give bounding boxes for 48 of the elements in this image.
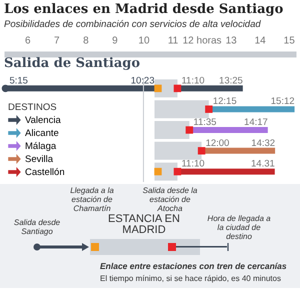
legend-label: Castellón [25, 167, 65, 178]
text: Salida desde la estación de Atocha [142, 186, 198, 213]
annotation: 14:17 [244, 117, 268, 128]
annotation: 15:12 [270, 96, 295, 108]
point [154, 168, 162, 176]
annotation: 13:25 [219, 75, 243, 86]
x-tick-label: 9 [112, 36, 118, 46]
point [186, 126, 194, 134]
point [154, 84, 162, 92]
x-tick-label: 15 [284, 36, 296, 46]
annotation: 12:00 [206, 138, 230, 149]
text: Salida de Santiago [4, 56, 140, 71]
text: Hora de llegada a la ciudad de destino [206, 214, 272, 241]
bar [154, 142, 202, 160]
text: Salida desde Santiago [12, 218, 62, 236]
point [198, 147, 206, 155]
legend-label: Sevilla [25, 154, 54, 165]
annotation: 12:15 [212, 96, 237, 108]
text: Enlace entre estaciones con tren de cercanías [100, 261, 288, 271]
bar [154, 121, 190, 139]
x-tick-label: 12 horas [182, 36, 222, 46]
annotation: 10:23 [130, 75, 155, 86]
text: El tiempo mínimo, si se hace rápido, es 40 minutos [100, 274, 282, 283]
annotation: 14.31 [251, 158, 275, 170]
text: Llegada a la estación de Chamartín [69, 186, 115, 213]
bar [154, 100, 209, 118]
text: ESTANCIA EN MADRID [107, 213, 181, 236]
annotation: 5:15 [9, 75, 28, 86]
annotation: 11:10 [181, 75, 205, 86]
annotation: 14:32 [251, 138, 276, 149]
point [174, 168, 182, 176]
legend-label: Alicante [25, 128, 59, 139]
x-tick-label: 6 [24, 36, 31, 46]
point [205, 105, 213, 113]
x-tick-label: 10 [138, 36, 150, 46]
annotation: 11:10 [181, 158, 205, 170]
x-tick-label: 14 [254, 36, 266, 46]
x-tick-label: 11 [168, 36, 179, 46]
chart-title: Los enlaces en Madrid desde Santiago [4, 2, 284, 17]
legend-label: Málaga [25, 141, 57, 152]
x-tick-label: 7 [54, 36, 60, 46]
point [174, 84, 182, 92]
x-tick-label: 13 [226, 36, 238, 46]
chart-subtitle: Posibilidades de combinación con servicios de alta velocidad [4, 19, 261, 30]
x-tick-label: 8 [83, 36, 90, 46]
annotation: 11:35 [193, 117, 216, 128]
legend-title: DESTINOS [8, 102, 57, 113]
legend-label: Valencia [25, 115, 62, 126]
